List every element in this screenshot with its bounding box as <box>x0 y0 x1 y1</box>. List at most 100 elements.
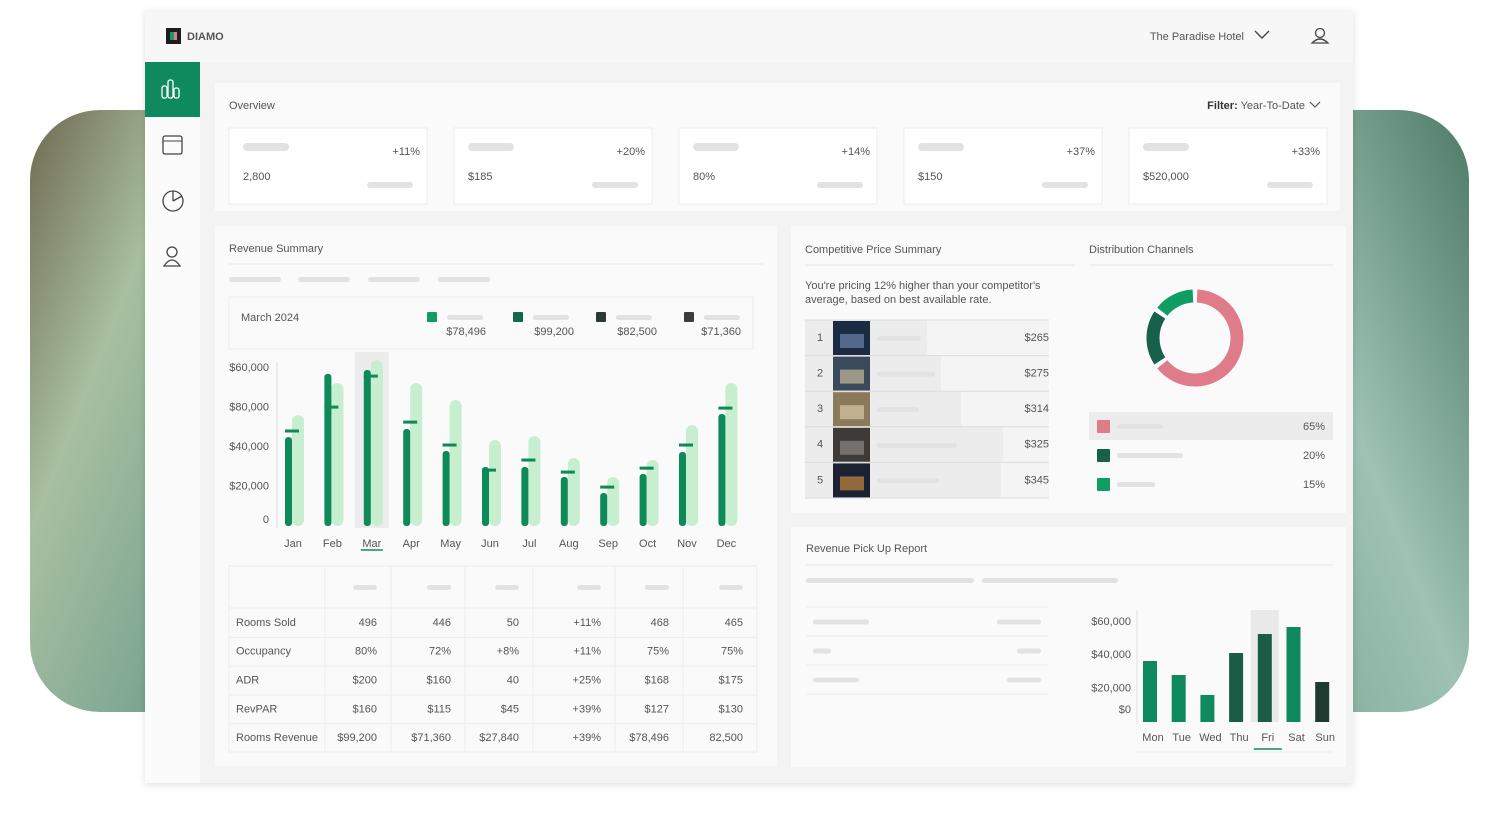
bar <box>324 373 332 526</box>
x-tick-label: Sun <box>1315 732 1335 744</box>
hotel-image <box>840 334 864 348</box>
rank: 5 <box>817 474 823 486</box>
placeholder <box>1143 143 1189 151</box>
bar <box>1286 627 1301 722</box>
x-tick-label: Fri <box>1261 732 1274 744</box>
bar <box>363 369 371 526</box>
user-icon <box>1310 38 1330 44</box>
nav-icon[interactable] <box>166 246 178 258</box>
note: You're pricing 12% higher than your comp… <box>805 280 1041 292</box>
x-tick-label: Sat <box>1288 732 1305 744</box>
placeholder <box>817 182 863 188</box>
bar <box>1229 653 1244 722</box>
rank: 4 <box>817 439 823 451</box>
bar <box>1315 682 1330 722</box>
kpi-change: +14% <box>842 146 871 158</box>
bar <box>600 493 608 526</box>
placeholder <box>1117 453 1183 458</box>
y-tick-label: $60,000 <box>229 362 269 374</box>
hotel-selector[interactable]: The Paradise Hotel <box>1150 31 1244 43</box>
x-tick-label: Oct <box>639 538 656 550</box>
legend-swatch <box>1097 420 1110 433</box>
placeholder <box>877 442 957 448</box>
target-marker <box>521 458 536 462</box>
y-tick-label: $60,000 <box>1091 616 1131 628</box>
legend-value: $78,496 <box>446 326 486 338</box>
x-tick-label: Mar <box>362 538 381 550</box>
donut-segment <box>1157 289 1194 316</box>
placeholder <box>1117 424 1163 429</box>
filter-value: Year-To-Date <box>1241 100 1305 112</box>
row-label: ADR <box>236 675 259 687</box>
cell: $127 <box>645 703 669 715</box>
cell: $115 <box>427 703 451 715</box>
bar <box>528 436 541 526</box>
target-marker <box>718 406 733 410</box>
legend-value: $82,500 <box>617 326 657 338</box>
kpi-card <box>903 127 1103 205</box>
row-label: Occupancy <box>236 646 292 658</box>
legend-month: March 2024 <box>241 312 299 324</box>
target-marker <box>403 420 418 424</box>
cell: 468 <box>651 617 669 629</box>
nav-icon[interactable] <box>162 135 183 155</box>
placeholder <box>616 315 652 320</box>
header <box>145 10 1353 62</box>
cell: 496 <box>359 617 377 629</box>
filter[interactable]: Filter: Year-To-Date <box>1207 100 1305 112</box>
rank: 2 <box>817 368 823 380</box>
placeholder <box>813 619 869 625</box>
legend-value: $71,360 <box>701 326 741 338</box>
kpi-card <box>228 127 428 205</box>
table <box>228 565 758 753</box>
bar <box>521 466 529 526</box>
cell: $200 <box>353 675 377 687</box>
placeholder <box>719 585 743 590</box>
x-tick-label: Sep <box>598 538 618 550</box>
legend-swatch <box>427 312 437 322</box>
placeholder <box>367 182 413 188</box>
cell: 50 <box>507 617 519 629</box>
cell: 465 <box>725 617 743 629</box>
placeholder <box>1267 182 1313 188</box>
kpi-card <box>453 127 653 205</box>
bar <box>449 399 462 526</box>
y-tick-label: $80,000 <box>229 401 269 413</box>
placeholder <box>1117 482 1155 487</box>
placeholder <box>1007 677 1041 683</box>
hotel-image <box>840 440 864 455</box>
cell: 75% <box>647 646 669 658</box>
hotel-image <box>840 405 864 420</box>
legend-swatch <box>1097 478 1110 491</box>
target-marker <box>324 405 339 409</box>
kpi-card <box>678 127 878 205</box>
x-tick-label: Apr <box>403 538 420 550</box>
bar <box>482 466 489 526</box>
placeholder <box>243 143 289 151</box>
placeholder <box>353 585 377 590</box>
x-tick-label: May <box>440 538 461 550</box>
cell: $130 <box>719 703 743 715</box>
placeholder <box>298 277 350 282</box>
hotel-image <box>840 476 864 491</box>
cell: +8% <box>497 646 520 658</box>
user-icon[interactable] <box>1314 27 1326 39</box>
cell: $27,840 <box>479 732 519 744</box>
bar <box>646 460 659 526</box>
cell: 75% <box>721 646 743 658</box>
donut-segment <box>1146 311 1166 365</box>
placeholder <box>577 585 601 590</box>
y-tick-label: $20,000 <box>229 480 269 492</box>
cell: $168 <box>645 675 669 687</box>
kpi-card <box>1128 127 1328 205</box>
kpi-value: $150 <box>918 171 942 183</box>
placeholder <box>495 585 519 590</box>
nav-icon <box>167 79 174 99</box>
cell: 72% <box>429 646 451 658</box>
nav-icon <box>173 87 180 99</box>
placeholder <box>813 648 831 654</box>
price: $275 <box>1025 368 1049 380</box>
bar <box>331 383 344 526</box>
kpi-value: 80% <box>693 171 715 183</box>
